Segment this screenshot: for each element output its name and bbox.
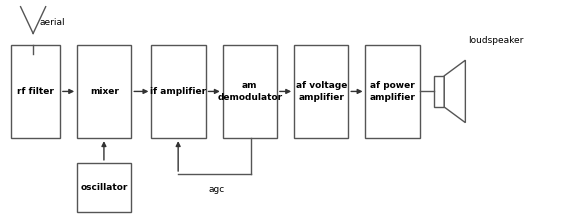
Text: aerial: aerial bbox=[40, 18, 66, 27]
Text: am
demodulator: am demodulator bbox=[217, 81, 283, 102]
Text: af power
amplifier: af power amplifier bbox=[369, 81, 416, 102]
Text: af voltage
amplifier: af voltage amplifier bbox=[296, 81, 347, 102]
Text: mixer: mixer bbox=[90, 87, 119, 96]
Bar bbox=[151, 45, 206, 138]
Bar bbox=[294, 45, 348, 138]
Bar bbox=[77, 45, 131, 138]
Text: rf filter: rf filter bbox=[17, 87, 54, 96]
Bar bbox=[11, 45, 60, 138]
Text: if amplifier: if amplifier bbox=[150, 87, 207, 96]
Bar bbox=[365, 45, 420, 138]
Text: oscillator: oscillator bbox=[81, 183, 128, 192]
Bar bbox=[434, 76, 444, 107]
Bar bbox=[223, 45, 277, 138]
Polygon shape bbox=[444, 60, 465, 123]
Text: agc: agc bbox=[209, 185, 225, 194]
Bar bbox=[77, 163, 131, 212]
Text: loudspeaker: loudspeaker bbox=[468, 36, 524, 45]
